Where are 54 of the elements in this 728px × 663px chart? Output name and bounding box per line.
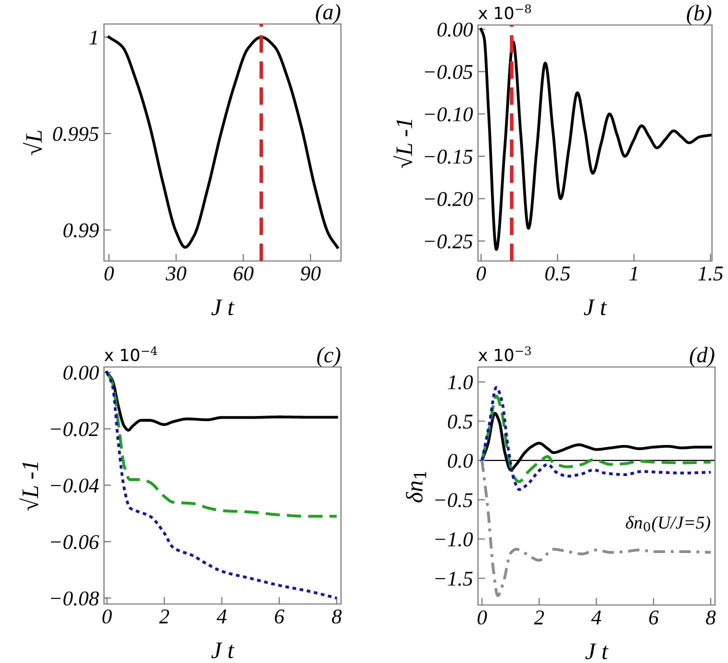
y-tick-label: 0.00	[63, 366, 99, 380]
y-tick-label: −0.08	[50, 591, 99, 606]
x-tick-label: 1.5	[698, 266, 723, 281]
x-axis-title: J t	[585, 644, 608, 660]
y-axis-title: √L -1	[19, 462, 38, 511]
y-tick-label: −0.02	[50, 422, 99, 436]
x-tick-label: 90	[300, 266, 321, 281]
y-tick-label: 0.0	[448, 454, 473, 468]
x-tick-label: 0	[102, 609, 112, 624]
y-tick-label: −1.0	[435, 532, 473, 547]
y-tick-label: 1	[89, 30, 97, 44]
x-tick-label: 0	[104, 266, 114, 281]
y-tick-label: −0.5	[435, 493, 473, 508]
y-axis-title: δn$_{1}$	[406, 472, 426, 502]
y-axis-title: √L -1	[393, 120, 412, 168]
chart-title: (a)	[316, 4, 340, 24]
y-tick-label: −0.15	[424, 150, 473, 164]
series-label: δn$_{0}$(U/J=5)	[626, 516, 710, 532]
x-axis-title: J t	[211, 642, 234, 658]
chart-title: (c)	[317, 346, 340, 367]
x-tick-label: 0	[478, 610, 487, 625]
y-tick-label: 0.995	[53, 126, 99, 142]
x-tick-label: 2	[534, 610, 544, 624]
x-tick-label: 2	[159, 610, 170, 624]
text: x 10$^{−4}$	[104, 346, 158, 362]
x-tick-label: 6	[649, 610, 659, 625]
x-tick-label: 8	[706, 610, 716, 625]
x-tick-label: 4	[591, 610, 602, 624]
y-axis-title: √L	[23, 130, 42, 155]
x-tick-label: 8	[332, 609, 342, 624]
x-tick-label: 6	[274, 610, 284, 624]
chart-title: (b)	[686, 4, 712, 25]
x-tick-label: 0	[476, 266, 486, 281]
y-tick-label: 0.5	[448, 414, 473, 429]
text: x 10$^{−3}$	[478, 346, 531, 362]
x-axis-title: J t	[584, 300, 607, 316]
y-tick-label: −0.10	[424, 107, 473, 122]
y-tick-label: −0.05	[424, 64, 473, 80]
x-tick-label: 30	[166, 266, 186, 281]
y-tick-label: −0.06	[50, 535, 100, 550]
y-tick-label: 0.00	[437, 22, 473, 37]
x-tick-label: 0.5	[545, 266, 570, 281]
y-tick-label: −0.04	[50, 478, 99, 493]
x-tick-label: 4	[216, 610, 227, 624]
y-tick-label: −1.5	[435, 572, 473, 586]
y-tick-label: −0.25	[424, 234, 473, 249]
y-tick-label: 1.0	[448, 375, 473, 390]
y-tick-label: 0.99	[63, 223, 99, 238]
chart-title: (d)	[690, 346, 714, 367]
x-tick-label: 1	[630, 266, 637, 280]
y-tick-label: −0.20	[424, 192, 473, 206]
x-axis-title: J t	[211, 300, 234, 316]
text: x 10$^{−8}$	[478, 4, 531, 20]
x-tick-label: 60	[234, 266, 254, 281]
